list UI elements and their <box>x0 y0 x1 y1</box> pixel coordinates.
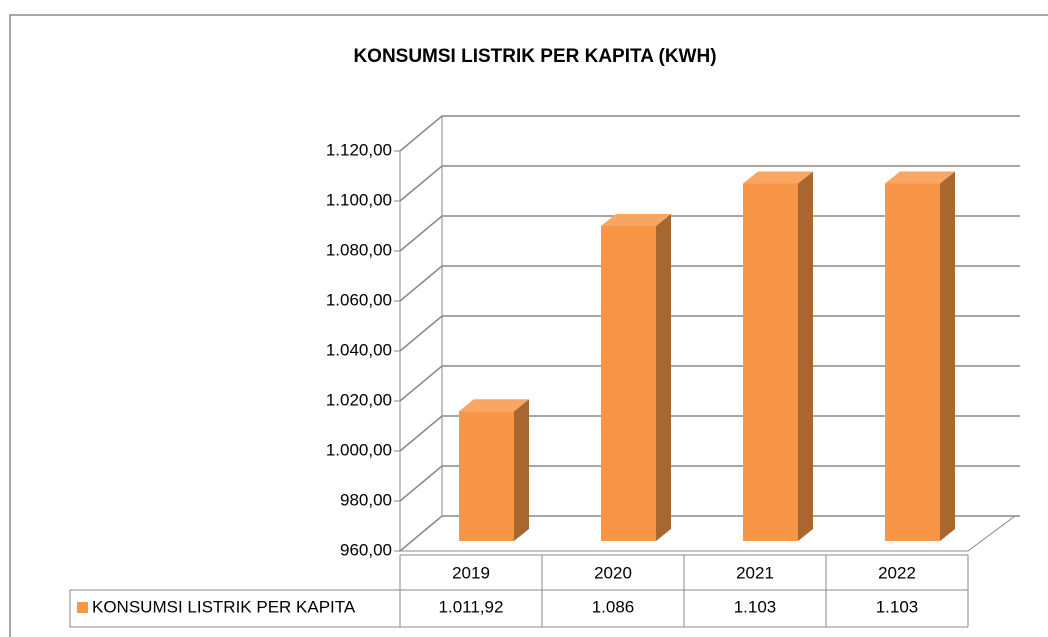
y-tick-label: 1.060,00 <box>326 290 392 309</box>
data-label: 1.103 <box>734 597 777 616</box>
y-tick-label: 1.100,00 <box>326 190 392 209</box>
y-tick-label: 1.080,00 <box>326 240 392 259</box>
y-tick-label: 1.120,00 <box>326 140 392 159</box>
bar <box>743 183 798 541</box>
grid-line <box>399 415 1020 452</box>
grid-line <box>399 465 1020 502</box>
x-tick-label: 2022 <box>878 563 916 582</box>
bar-top <box>459 399 529 412</box>
grid-line <box>399 115 1020 152</box>
bar-top <box>743 171 813 184</box>
grid-line <box>399 315 1020 352</box>
bar <box>601 226 656 541</box>
legend-swatch <box>77 602 88 613</box>
data-label: 1.011,92 <box>439 597 504 616</box>
grid-line <box>399 365 1020 402</box>
y-tick-label: 1.040,00 <box>326 340 392 359</box>
y-tick-label: 1.020,00 <box>326 390 392 409</box>
x-tick-label: 2019 <box>452 563 490 582</box>
bar-side <box>656 214 671 541</box>
y-tick-label: 980,00 <box>340 490 392 509</box>
bar-side <box>514 399 529 541</box>
data-label: 1.103 <box>876 597 919 616</box>
bar-side <box>798 171 813 541</box>
chart-frame <box>9 14 1048 637</box>
chart-title: KONSUMSI LISTRIK PER KAPITA (KWH) <box>353 46 716 67</box>
legend-label: KONSUMSI LISTRIK PER KAPITA <box>92 597 356 616</box>
x-tick-label: 2021 <box>736 563 774 582</box>
bar-side <box>940 171 955 541</box>
y-tick-label: 960,00 <box>340 540 392 559</box>
bar-top <box>885 171 955 184</box>
grid-line <box>399 215 1020 252</box>
bar <box>459 411 514 541</box>
x-tick-label: 2020 <box>594 563 632 582</box>
bar-top <box>601 214 671 226</box>
grid-line <box>399 515 1020 552</box>
grid-line <box>399 165 1020 202</box>
y-tick-label: 1.000,00 <box>326 440 392 459</box>
grid-line <box>399 265 1020 302</box>
data-label: 1.086 <box>592 597 635 616</box>
bar <box>885 183 940 541</box>
